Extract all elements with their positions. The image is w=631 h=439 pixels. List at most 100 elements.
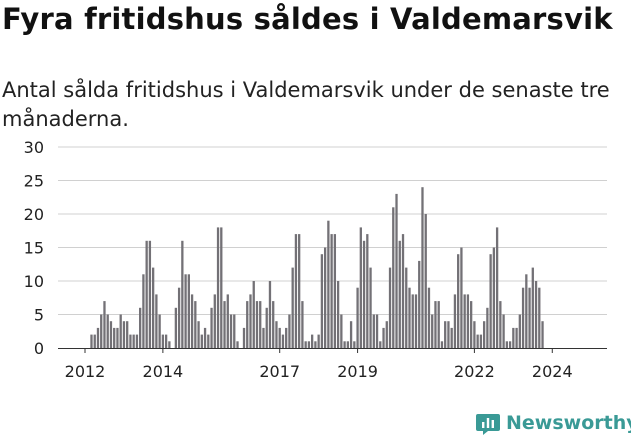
- bar: [223, 301, 226, 348]
- bar: [450, 327, 453, 348]
- bar: [486, 307, 489, 348]
- bar: [349, 321, 353, 348]
- bar: [132, 334, 135, 348]
- bar: [385, 321, 388, 348]
- bar: [431, 314, 434, 348]
- bar: [528, 287, 531, 348]
- bar: [447, 321, 450, 348]
- bar: [122, 321, 126, 348]
- bar: [278, 327, 281, 348]
- bar: [281, 334, 285, 348]
- bar: [164, 334, 168, 348]
- bar: [421, 187, 424, 348]
- bar: [113, 327, 116, 348]
- bar: [158, 314, 161, 348]
- bar: [203, 327, 207, 348]
- bar: [375, 314, 379, 348]
- bar: [427, 287, 431, 348]
- bar: [265, 307, 268, 348]
- bar: [259, 301, 262, 348]
- bar: [440, 341, 444, 348]
- bar: [340, 314, 343, 348]
- bar: [96, 327, 100, 348]
- bar: [356, 287, 359, 348]
- bar: [106, 314, 109, 348]
- y-tick-label: 15: [24, 239, 44, 258]
- bar: [220, 227, 223, 348]
- x-tick-label: 2017: [259, 362, 300, 381]
- bar: [330, 234, 333, 348]
- bar: [525, 274, 528, 348]
- bar: [327, 220, 330, 348]
- bar: [492, 247, 496, 348]
- bar: [135, 334, 139, 348]
- bar: [233, 314, 236, 348]
- bar: [275, 321, 278, 348]
- bar: [109, 321, 113, 348]
- bar: [457, 254, 460, 348]
- bar: [343, 341, 346, 348]
- bar: [418, 260, 421, 348]
- bar: [515, 327, 518, 348]
- bar: [369, 267, 372, 348]
- bar: [103, 301, 106, 348]
- brand-name: Newsworthy: [506, 412, 631, 434]
- bar: [538, 287, 541, 348]
- bar: [434, 301, 437, 348]
- brand-logo: Newsworthy: [476, 408, 631, 438]
- x-tick-label: 2024: [532, 362, 573, 381]
- y-tick-label: 5: [34, 306, 44, 325]
- bar: [398, 240, 401, 348]
- bar: [90, 334, 93, 348]
- bar: [145, 240, 148, 348]
- x-tick-label: 2012: [65, 362, 106, 381]
- bar: [489, 254, 492, 348]
- bar: [236, 341, 239, 348]
- bar: [479, 334, 483, 348]
- bar: [495, 227, 499, 348]
- bar: [194, 301, 197, 348]
- bar: [408, 287, 411, 348]
- bar: [268, 281, 272, 348]
- bar: [476, 334, 479, 348]
- bar: [119, 314, 122, 348]
- bar: [444, 321, 447, 348]
- bar: [531, 267, 534, 348]
- bar: [463, 294, 466, 348]
- bar: [508, 341, 512, 348]
- y-tick-label: 10: [24, 272, 44, 291]
- bar: [126, 321, 129, 348]
- bar: [255, 301, 259, 348]
- chart-title: Fyra fritidshus såldes i Valdemarsvik: [2, 2, 613, 36]
- bar: [187, 274, 190, 348]
- bar: [307, 341, 311, 348]
- bar: [362, 240, 366, 348]
- bar: [301, 301, 304, 348]
- bar: [473, 321, 476, 348]
- bar: [499, 301, 502, 348]
- bar: [314, 341, 317, 348]
- bar: [216, 227, 220, 348]
- bar: [294, 234, 298, 348]
- bar: [388, 267, 392, 348]
- bar: [181, 240, 184, 348]
- bar: [366, 234, 369, 348]
- bar: [288, 314, 291, 348]
- bar: [249, 294, 252, 348]
- bar: [311, 334, 314, 348]
- bar: [155, 294, 158, 348]
- bar: [226, 294, 229, 348]
- bar: [242, 327, 246, 348]
- bar: [437, 301, 440, 348]
- bar: [93, 334, 96, 348]
- chart-subtitle: Antal sålda fritidshus i Valdemarsvik un…: [2, 78, 610, 131]
- bar: [207, 334, 210, 348]
- bar: [210, 307, 213, 348]
- bar: [320, 254, 324, 348]
- bar: [502, 314, 505, 348]
- bar: [100, 314, 103, 348]
- bar: [200, 334, 203, 348]
- y-tick-label: 25: [24, 172, 44, 191]
- x-tick-label: 2019: [337, 362, 378, 381]
